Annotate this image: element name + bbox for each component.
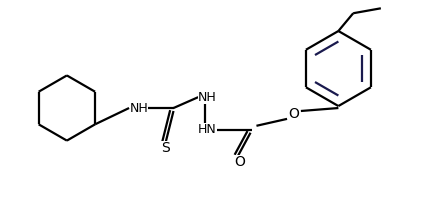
Text: HN: HN: [198, 123, 216, 136]
Text: O: O: [234, 155, 245, 169]
Text: S: S: [161, 141, 170, 154]
Text: O: O: [288, 107, 299, 121]
Text: NH: NH: [198, 91, 216, 104]
Text: NH: NH: [130, 101, 148, 115]
